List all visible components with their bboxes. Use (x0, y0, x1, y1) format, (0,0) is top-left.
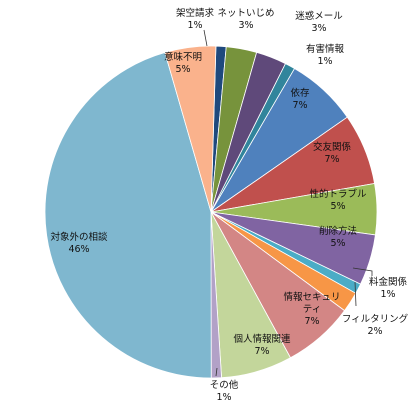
slice-percent-15: 5% (175, 64, 190, 75)
slice-percent-1: 1% (187, 20, 202, 31)
slice-percent-6: 7% (324, 154, 339, 165)
slice-percent-3: 3% (311, 23, 326, 34)
leader-line-10 (354, 281, 357, 307)
slice-percent-12: 7% (254, 346, 269, 357)
leader-line-13 (215, 367, 218, 377)
slice-label-7: 性的トラブル (309, 188, 367, 200)
slice-percent-13: 1% (216, 392, 231, 403)
slice-label-1: 架空請求 (176, 7, 215, 19)
slice-percent-7: 5% (330, 201, 345, 212)
slice-percent-10: 2% (367, 326, 382, 337)
slice-label-8: 削除方法 (319, 225, 357, 237)
slice-percent-2: 3% (238, 20, 253, 31)
slice-label-9: 料金関係 (369, 276, 408, 288)
slice-label-2: ネットいじめ (217, 8, 274, 19)
slice-label-3: 迷惑メール (295, 10, 343, 22)
slice-percent-4: 1% (317, 56, 332, 67)
slice-percent-9: 1% (380, 289, 395, 300)
slice-percent-8: 5% (330, 238, 345, 249)
slice-label-12: 個人情報関連 (233, 333, 291, 345)
slice-label-6: 交友関係 (313, 141, 352, 153)
slice-label-15: 意味不明 (164, 51, 202, 63)
pie-slice-15 (164, 45, 217, 213)
slice-percent-5: 7% (292, 100, 307, 111)
slice-label-10: フィルタリング (342, 313, 409, 325)
slice-label-14: 対象外の相談 (50, 231, 108, 243)
pie-slice-14 (44, 52, 212, 379)
slice-label-4: 有害情報 (306, 43, 345, 55)
slice-label-5: 依存 (290, 87, 310, 99)
leader-line-1 (203, 29, 208, 47)
leader-line-9 (352, 267, 373, 276)
slice-label-13: その他 (210, 379, 239, 391)
slice-label-11-line-2: ティ (303, 304, 321, 315)
slice-percent-11: 7% (304, 316, 319, 327)
slice-percent-14: 46% (68, 244, 89, 255)
slice-label-11-line-1: 情報セキュリ (283, 291, 340, 303)
